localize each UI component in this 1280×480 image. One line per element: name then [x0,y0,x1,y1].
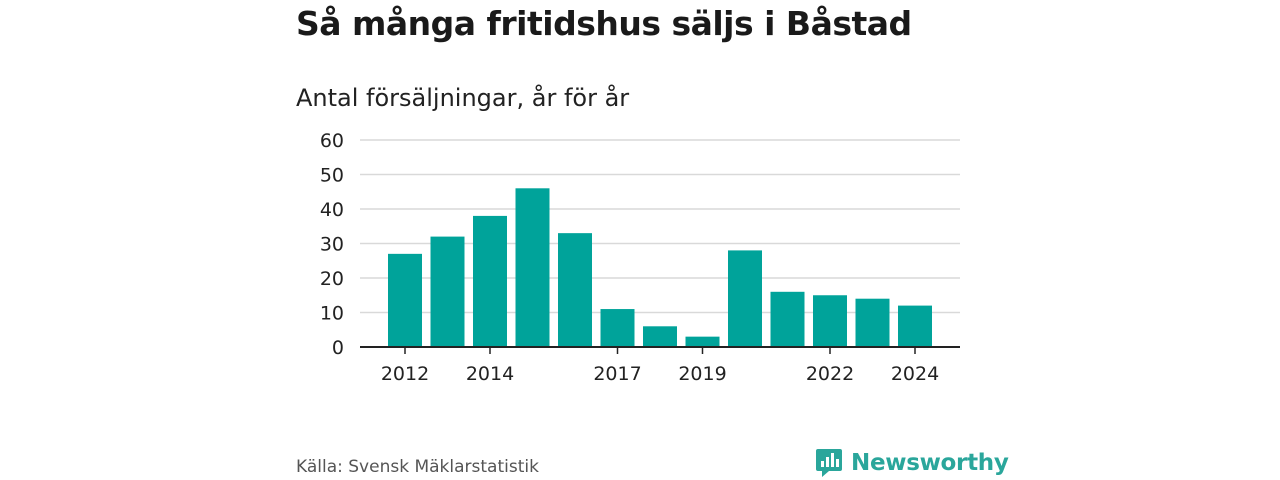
source-note: Källa: Svensk Mäklarstatistik [296,457,539,477]
bar-2024 [898,305,932,347]
bar-2019 [685,336,720,347]
bar-2020 [728,250,762,347]
newsworthy-logo-icon [816,449,842,477]
bars [388,188,932,347]
bar-2021 [770,291,805,347]
x-tick-label: 2024 [891,363,939,385]
y-tick-label: 60 [320,130,344,152]
bar-2015 [515,188,550,347]
x-axis-ticks: 2012 2014 2017 2019 2022 2024 [381,347,939,385]
bar-2014 [473,215,507,347]
y-axis-ticks: 0 10 20 30 40 50 60 [320,130,344,359]
y-tick-label: 40 [320,199,344,221]
y-tick-label: 10 [320,303,344,325]
chart-title: Så många fritidshus säljs i Båstad [296,4,912,43]
brand-logo: Newsworthy [815,446,1009,480]
bar-2016 [558,233,592,347]
y-tick-label: 20 [320,268,344,290]
bar-2018 [643,326,677,347]
y-tick-label: 0 [332,337,344,359]
x-tick-label: 2012 [381,363,429,385]
brand-name: Newsworthy [851,450,1009,476]
bar-2017 [600,309,635,347]
bar-2023 [855,298,890,347]
x-tick-label: 2014 [466,363,514,385]
chart-subtitle: Antal försäljningar, år för år [296,84,630,112]
bar-2012 [388,253,422,347]
x-tick-label: 2017 [593,363,641,385]
bar-2022 [813,295,847,347]
bar-2013 [430,236,465,347]
y-tick-label: 50 [320,165,344,187]
y-tick-label: 30 [320,234,344,256]
x-tick-label: 2022 [806,363,854,385]
x-tick-label: 2019 [678,363,726,385]
